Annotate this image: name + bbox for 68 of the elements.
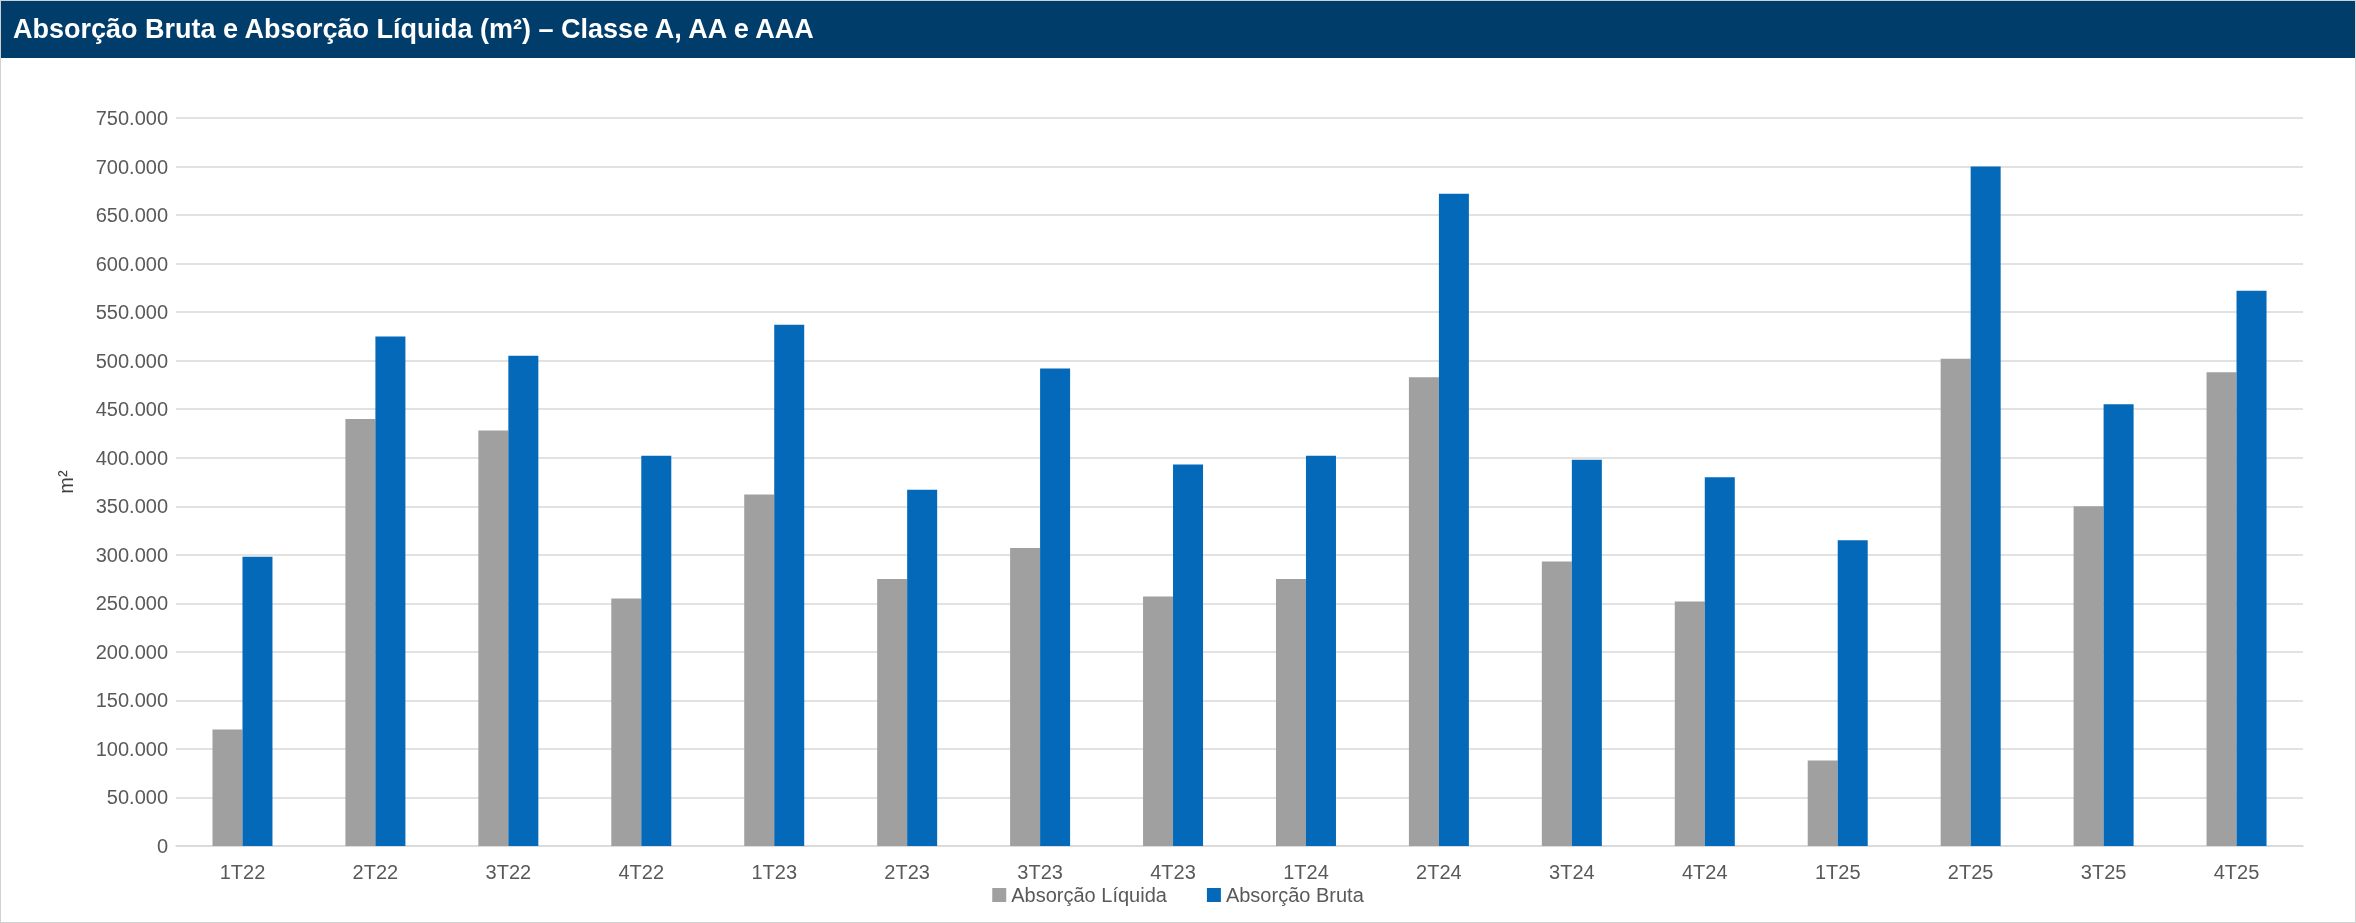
bar — [345, 418, 376, 846]
x-tick-label: 4T22 — [618, 861, 665, 883]
bar — [1305, 455, 1336, 846]
bar — [2236, 290, 2267, 846]
bar — [1010, 548, 1041, 846]
y-tick-label: 50.000 — [106, 786, 168, 809]
bar — [2073, 506, 2104, 846]
y-tick-label: 150.000 — [95, 689, 168, 712]
bar — [1704, 477, 1735, 846]
bar — [774, 324, 805, 846]
bar — [611, 598, 642, 846]
y-tick-label: 250.000 — [95, 592, 168, 615]
x-tick-label: 3T22 — [485, 861, 532, 883]
y-tick-label: 0 — [156, 835, 168, 857]
bar — [2103, 404, 2134, 846]
bar — [375, 336, 406, 846]
y-tick-label: 100.000 — [95, 737, 168, 760]
bar — [1940, 358, 1971, 846]
y-tick-label: 200.000 — [95, 640, 168, 663]
bar — [1674, 601, 1705, 846]
bar — [478, 430, 509, 846]
y-tick-label: 500.000 — [95, 349, 168, 372]
y-axis-title: m² — [55, 470, 77, 494]
y-tick-label: 550.000 — [95, 301, 168, 324]
bar — [641, 455, 672, 846]
bar — [1541, 561, 1572, 846]
x-tick-label: 1T25 — [1814, 861, 1861, 883]
x-tick-label: 4T24 — [1681, 861, 1728, 883]
bar — [1438, 193, 1469, 846]
bar — [1837, 540, 1868, 846]
y-tick-label: 650.000 — [95, 204, 168, 227]
y-tick-label: 600.000 — [95, 252, 168, 275]
x-tick-label: 2T22 — [352, 861, 399, 883]
bar — [877, 579, 908, 846]
x-tick-label: 4T25 — [2213, 861, 2260, 883]
bar — [1807, 760, 1838, 846]
bar — [744, 494, 775, 846]
x-tick-label: 2T24 — [1416, 861, 1462, 883]
x-tick-label: 1T23 — [751, 861, 798, 883]
x-tick-label: 2T25 — [1947, 861, 1994, 883]
bar — [1040, 368, 1071, 846]
bar — [508, 355, 539, 846]
legend-label: Absorção Líquida — [1011, 884, 1168, 906]
legend-label: Absorção Bruta — [1225, 884, 1365, 906]
bar — [1143, 596, 1174, 846]
bar — [1970, 166, 2001, 846]
chart-title: Absorção Bruta e Absorção Líquida (m²) – Classe A, AA e AAA — [1, 1, 2355, 58]
y-tick-label: 700.000 — [95, 155, 168, 178]
bar — [242, 556, 273, 846]
y-tick-label: 450.000 — [95, 398, 168, 421]
bar — [212, 729, 243, 846]
x-tick-label: 4T23 — [1150, 861, 1196, 883]
x-tick-label: 1T24 — [1283, 861, 1329, 883]
y-tick-label: 400.000 — [95, 446, 168, 469]
x-tick-label: 3T24 — [1549, 861, 1595, 883]
x-tick-label: 1T22 — [219, 861, 266, 883]
y-tick-label: 750.000 — [95, 107, 168, 129]
bar — [1571, 459, 1602, 846]
x-tick-label: 2T23 — [884, 861, 930, 883]
bar — [1408, 377, 1439, 846]
y-tick-label: 300.000 — [95, 543, 168, 566]
bar — [2206, 372, 2237, 846]
bar — [1275, 579, 1306, 846]
x-tick-label: 3T23 — [1017, 861, 1063, 883]
bar — [907, 489, 938, 846]
y-tick-label: 350.000 — [95, 495, 168, 518]
bar — [1173, 464, 1204, 846]
x-tick-label: 3T25 — [2080, 861, 2127, 883]
